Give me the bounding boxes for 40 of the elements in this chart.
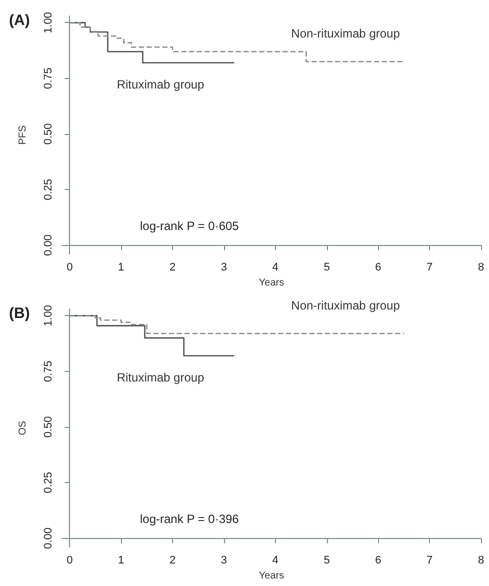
- x-tick-label: 8: [478, 554, 484, 567]
- annotation: log-rank P = 0·396: [140, 512, 240, 526]
- x-tick-label: 5: [324, 262, 330, 274]
- y-tick-label: 1.00: [42, 304, 54, 326]
- y-tick-label: 0.50: [42, 123, 54, 145]
- y-tick-label: 1.00: [42, 12, 54, 34]
- chart-title: (A): [9, 12, 30, 29]
- y-axis-title: OS: [18, 420, 28, 436]
- y-tick-label: 0.25: [42, 178, 54, 200]
- x-tick-label: 2: [169, 262, 176, 274]
- series-label: Non-rituximab group: [291, 26, 400, 41]
- x-tick-label: 3: [220, 262, 228, 274]
- x-tick-label: 7: [426, 554, 433, 567]
- x-tick-label: 8: [478, 262, 484, 274]
- x-tick-label: 7: [426, 262, 433, 274]
- x-axis-title: Years: [258, 570, 284, 582]
- x-tick-label: 6: [375, 554, 382, 567]
- x-tick-label: 2: [169, 554, 176, 567]
- x-tick-label: 0: [66, 262, 73, 274]
- chart-title: (B): [9, 305, 30, 322]
- y-tick-label: 0.25: [42, 472, 54, 494]
- x-axis-title: Years: [258, 278, 284, 288]
- y-tick-label: 0.00: [42, 527, 54, 549]
- y-tick-label: 0.00: [42, 234, 54, 256]
- x-tick-label: 4: [272, 554, 278, 567]
- x-tick-label: 1: [118, 262, 124, 274]
- y-tick-label: 0.75: [42, 68, 54, 90]
- y-tick-label: 0.75: [42, 360, 54, 382]
- x-tick-label: 6: [375, 262, 382, 274]
- series-label: Non-rituximab group: [291, 298, 400, 312]
- series-label: Rituximab group: [116, 370, 205, 385]
- series-label: Rituximab group: [116, 78, 205, 92]
- annotation: log-rank P = 0·605: [140, 219, 240, 233]
- y-tick-label: 0.50: [42, 416, 54, 438]
- y-axis-title: PFS: [18, 125, 28, 145]
- x-tick-label: 3: [220, 554, 228, 567]
- x-tick-label: 1: [118, 554, 124, 567]
- x-tick-label: 4: [272, 262, 278, 274]
- x-tick-label: 5: [324, 554, 330, 567]
- x-tick-label: 0: [66, 554, 73, 567]
